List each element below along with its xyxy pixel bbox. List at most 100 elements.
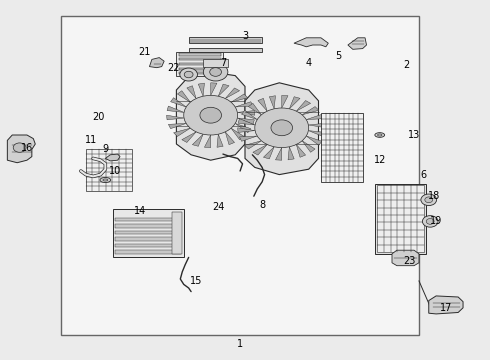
Bar <box>179 58 220 60</box>
Polygon shape <box>7 135 35 163</box>
Ellipse shape <box>100 177 111 183</box>
Polygon shape <box>182 132 196 143</box>
Text: 20: 20 <box>92 112 104 122</box>
Ellipse shape <box>103 179 108 181</box>
Text: 22: 22 <box>168 63 180 73</box>
Polygon shape <box>167 115 184 120</box>
Polygon shape <box>240 136 257 141</box>
Text: 2: 2 <box>404 60 410 70</box>
Text: 13: 13 <box>408 130 420 140</box>
Polygon shape <box>264 147 274 159</box>
Polygon shape <box>294 38 328 47</box>
Polygon shape <box>275 148 282 160</box>
Bar <box>179 72 220 75</box>
Polygon shape <box>171 98 186 107</box>
Bar <box>377 185 424 252</box>
Polygon shape <box>306 136 322 145</box>
Polygon shape <box>231 128 244 140</box>
Polygon shape <box>237 118 254 124</box>
Polygon shape <box>392 250 419 266</box>
Polygon shape <box>296 100 311 111</box>
Text: 8: 8 <box>259 200 265 210</box>
Polygon shape <box>217 134 223 147</box>
Circle shape <box>210 68 221 76</box>
Polygon shape <box>282 95 288 108</box>
Text: 12: 12 <box>373 155 386 165</box>
Polygon shape <box>198 83 204 96</box>
Polygon shape <box>245 83 318 175</box>
Bar <box>179 53 220 55</box>
Polygon shape <box>429 296 463 314</box>
Polygon shape <box>270 96 275 109</box>
Text: 16: 16 <box>21 143 33 153</box>
Bar <box>115 218 181 221</box>
Text: 1: 1 <box>237 339 243 349</box>
Polygon shape <box>242 110 257 120</box>
Polygon shape <box>211 83 217 95</box>
Polygon shape <box>225 132 235 145</box>
Circle shape <box>180 68 197 81</box>
Polygon shape <box>235 102 253 107</box>
Circle shape <box>425 197 433 203</box>
Bar <box>113 209 184 257</box>
Text: 17: 17 <box>440 303 452 313</box>
Text: 24: 24 <box>212 202 224 212</box>
Circle shape <box>184 95 238 135</box>
Bar <box>189 37 262 43</box>
Polygon shape <box>173 128 190 136</box>
Polygon shape <box>167 106 184 112</box>
Text: 19: 19 <box>430 216 442 226</box>
Bar <box>179 68 220 70</box>
Polygon shape <box>204 135 211 148</box>
Circle shape <box>426 219 434 224</box>
Circle shape <box>203 63 228 81</box>
Polygon shape <box>296 144 306 157</box>
Polygon shape <box>237 111 255 115</box>
Circle shape <box>13 143 26 152</box>
Circle shape <box>200 107 221 123</box>
Text: 18: 18 <box>427 191 440 201</box>
Text: 6: 6 <box>421 170 427 180</box>
Bar <box>115 237 181 241</box>
Text: 14: 14 <box>133 206 146 216</box>
Bar <box>115 231 181 234</box>
Circle shape <box>422 216 438 227</box>
Text: 11: 11 <box>84 135 97 145</box>
Polygon shape <box>235 123 251 133</box>
Circle shape <box>271 120 293 136</box>
Circle shape <box>184 71 193 78</box>
Bar <box>86 149 132 191</box>
Bar <box>203 59 228 67</box>
Polygon shape <box>375 184 426 254</box>
Bar <box>61 16 419 335</box>
Bar <box>172 212 182 254</box>
Text: 3: 3 <box>242 31 248 41</box>
Polygon shape <box>193 134 203 146</box>
Bar <box>115 224 181 228</box>
Bar <box>115 244 181 247</box>
Polygon shape <box>231 94 248 102</box>
Text: 5: 5 <box>335 51 341 61</box>
Polygon shape <box>238 128 255 132</box>
Polygon shape <box>302 107 319 115</box>
Polygon shape <box>218 84 229 96</box>
Circle shape <box>255 108 309 148</box>
Polygon shape <box>253 144 267 155</box>
Polygon shape <box>176 72 245 160</box>
Polygon shape <box>177 91 190 102</box>
Polygon shape <box>248 103 261 115</box>
Bar <box>321 113 363 182</box>
Ellipse shape <box>378 134 382 136</box>
Circle shape <box>421 194 437 206</box>
Ellipse shape <box>375 132 385 137</box>
Bar <box>179 63 220 65</box>
Polygon shape <box>238 119 255 125</box>
Bar <box>189 48 262 52</box>
Polygon shape <box>348 38 367 49</box>
Text: 21: 21 <box>138 47 151 57</box>
Polygon shape <box>225 88 240 99</box>
Polygon shape <box>187 86 196 99</box>
Polygon shape <box>302 141 315 152</box>
Polygon shape <box>308 131 325 137</box>
Text: 9: 9 <box>102 144 108 154</box>
